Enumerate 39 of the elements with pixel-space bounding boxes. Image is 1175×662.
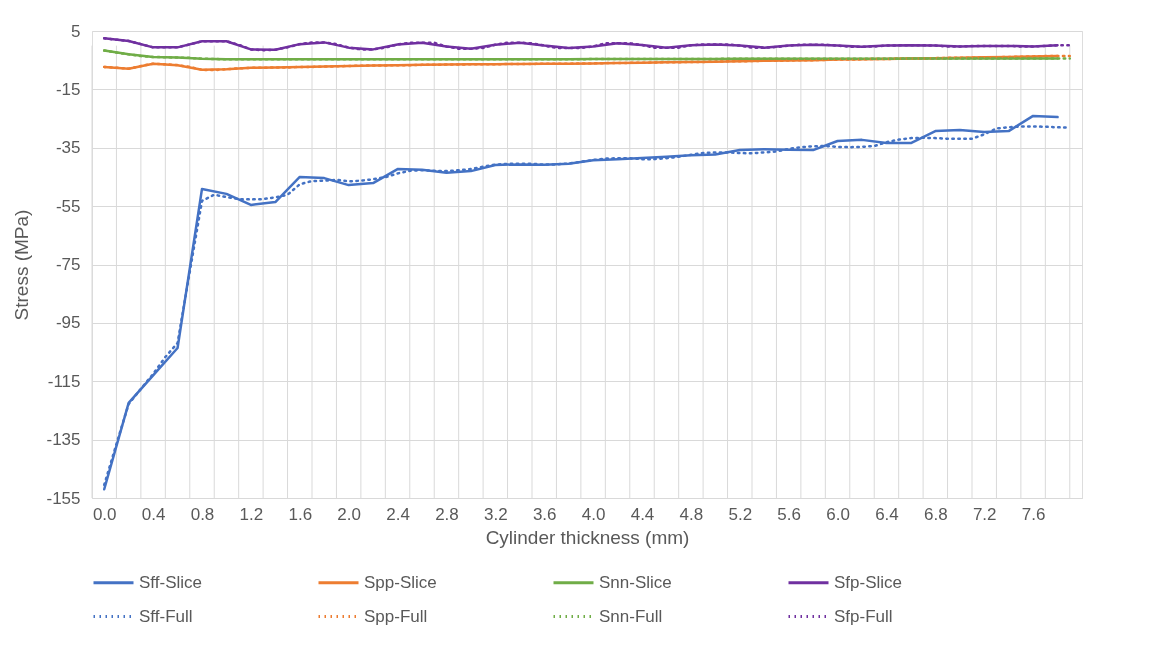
x-tick-label: 5.6: [777, 504, 801, 524]
x-tick-label: 5.2: [728, 504, 753, 524]
y-tick-label: -155: [46, 488, 81, 508]
x-axis-title: Cylinder thickness (mm): [485, 526, 690, 548]
x-tick-label: 0.0: [92, 504, 117, 524]
x-tick-label: 1.2: [239, 504, 264, 524]
y-tick-label: -135: [46, 430, 81, 450]
x-tick-label: 2.0: [337, 504, 361, 524]
legend-label: Snn-Full: [599, 606, 663, 626]
legend-label: Spp-Slice: [364, 572, 437, 592]
x-tick-label: 1.6: [288, 504, 313, 524]
legend-label: Sfp-Full: [834, 606, 893, 626]
legend-label: Spp-Full: [364, 606, 428, 626]
y-tick-label: -55: [55, 196, 81, 216]
x-tick-label: 6.8: [924, 504, 948, 524]
x-tick-label: 0.8: [190, 504, 215, 524]
legend-label: Sff-Slice: [139, 572, 202, 592]
x-tick-label: 4.4: [630, 504, 655, 524]
x-tick-label: 7.2: [972, 504, 997, 524]
legend-label: Sff-Full: [139, 606, 193, 626]
legend-label: Snn-Slice: [599, 572, 672, 592]
y-tick-label: -15: [55, 79, 81, 99]
x-tick-label: 2.4: [386, 504, 410, 524]
legend-label: Sfp-Slice: [834, 572, 903, 592]
y-tick-label: -95: [55, 313, 81, 333]
x-tick-label: 6.0: [826, 504, 850, 524]
y-tick-label: -75: [55, 255, 81, 274]
y-tick-label: -35: [55, 138, 81, 158]
y-tick-label: 5: [71, 21, 81, 41]
x-tick-label: 6.4: [875, 504, 899, 524]
x-tick-label: 4.8: [679, 504, 704, 524]
y-axis-title: Stress (MPa): [11, 209, 33, 321]
x-tick-label: 7.6: [1021, 504, 1046, 524]
x-tick-label: 3.6: [532, 504, 557, 524]
x-tick-label: 0.4: [141, 504, 166, 524]
x-tick-label: 4.0: [581, 504, 606, 524]
x-tick-label: 2.8: [435, 504, 459, 524]
y-tick-label: -115: [47, 371, 81, 391]
x-tick-label: 3.2: [484, 504, 508, 524]
